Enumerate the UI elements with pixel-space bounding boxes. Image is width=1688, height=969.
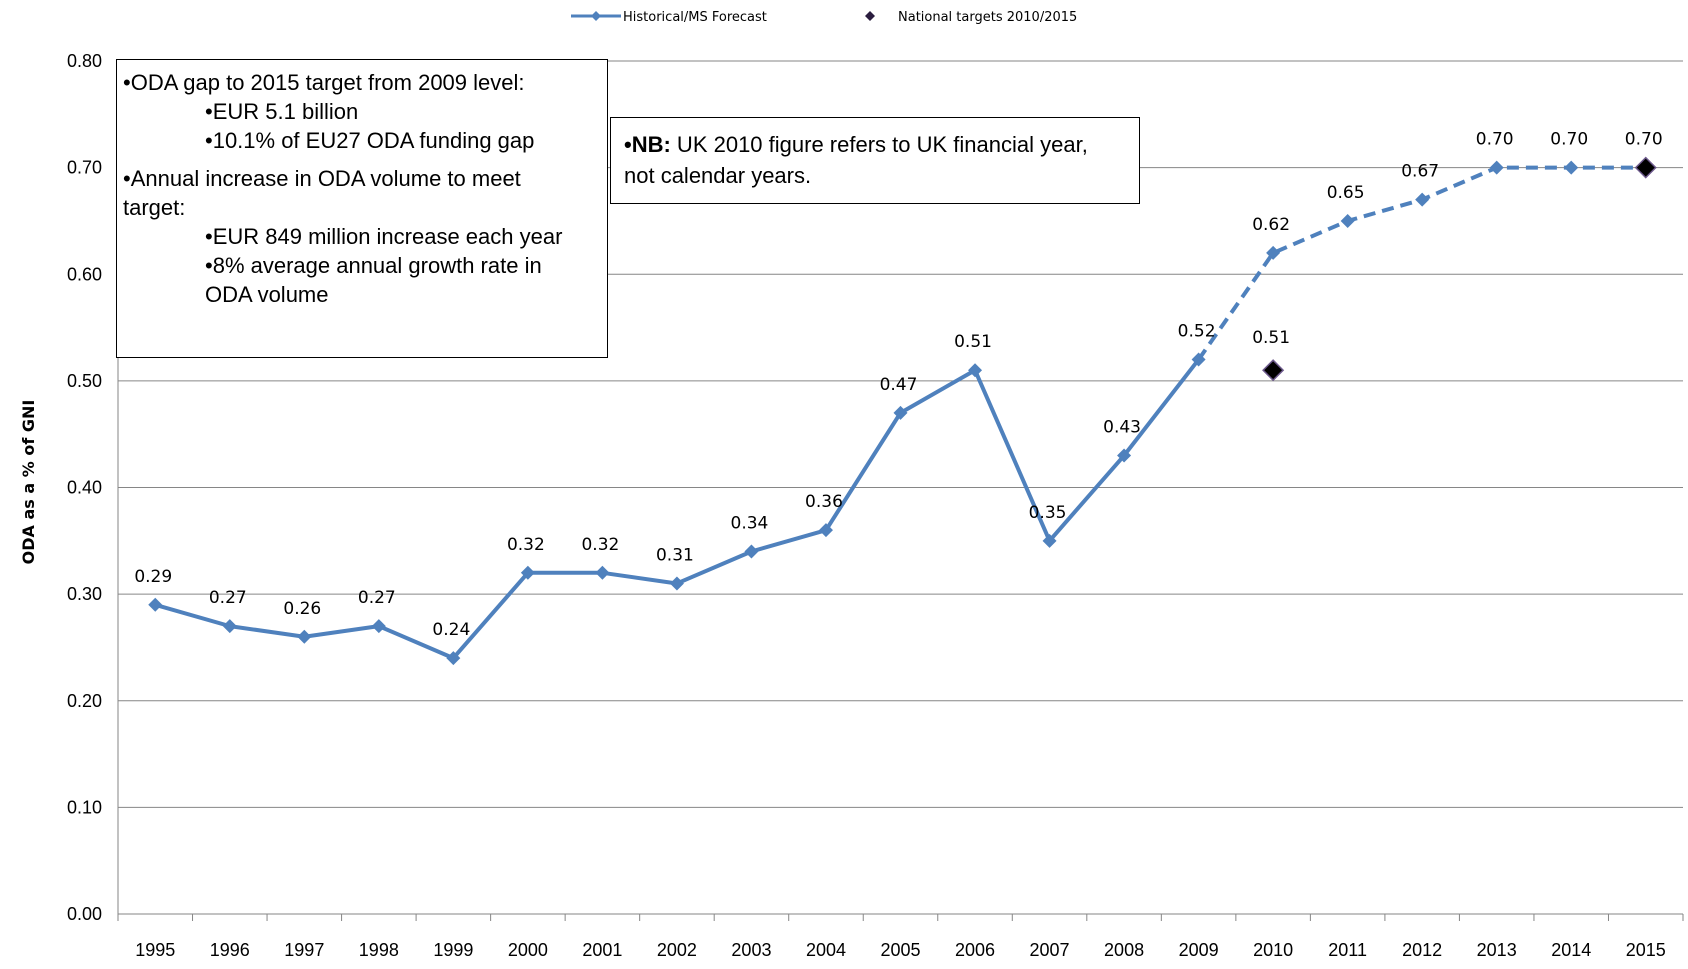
y-tick-label: 0.80 bbox=[67, 51, 102, 71]
data-label: 0.31 bbox=[656, 545, 694, 565]
data-label: 0.29 bbox=[134, 567, 172, 587]
data-label: 0.70 bbox=[1625, 130, 1663, 150]
data-label: 0.24 bbox=[432, 620, 470, 640]
x-tick-label: 2005 bbox=[880, 940, 920, 960]
data-point-marker bbox=[297, 629, 312, 644]
legend-marker-targets bbox=[865, 11, 875, 21]
nb-line-1: •NB: UK 2010 figure refers to UK financi… bbox=[624, 129, 1129, 160]
data-label: 0.47 bbox=[880, 375, 918, 395]
data-label: 0.32 bbox=[507, 535, 545, 555]
y-tick-label: 0.50 bbox=[67, 371, 102, 391]
nb-prefix: •NB: bbox=[624, 132, 671, 157]
x-tick-label: 2013 bbox=[1477, 940, 1517, 960]
gap-line-7: •8% average annual growth rate in bbox=[205, 253, 542, 278]
target-point-marker bbox=[1262, 359, 1285, 382]
data-point-marker bbox=[371, 619, 386, 634]
x-tick-label: 2008 bbox=[1104, 940, 1144, 960]
target-points: 0.51 bbox=[1252, 156, 1657, 382]
y-tick-label: 0.60 bbox=[67, 264, 102, 284]
data-label: 0.27 bbox=[209, 588, 247, 608]
x-tick-label: 2002 bbox=[657, 940, 697, 960]
data-point-marker bbox=[520, 565, 535, 580]
data-label: 0.26 bbox=[283, 599, 321, 619]
legend-marker-historical bbox=[591, 11, 601, 21]
x-tick-label: 1999 bbox=[433, 940, 473, 960]
nb-annotation-box: •NB: UK 2010 figure refers to UK financi… bbox=[610, 117, 1140, 204]
x-tick-label: 2007 bbox=[1030, 940, 1070, 960]
x-tick-labels: 1995 1996 1997 1998 1999 2000 2001 2002 2003 2004… bbox=[135, 940, 1666, 960]
data-point-marker bbox=[968, 363, 983, 378]
gap-line-8: ODA volume bbox=[205, 282, 329, 307]
data-point-marker bbox=[1191, 352, 1206, 367]
legend-label-targets: National targets 2010/2015 bbox=[898, 10, 1077, 25]
x-tick-label: 2010 bbox=[1253, 940, 1293, 960]
series-markers bbox=[148, 160, 1653, 666]
legend-label-historical: Historical/MS Forecast bbox=[623, 10, 767, 25]
data-point-marker bbox=[669, 576, 684, 591]
data-point-marker bbox=[222, 619, 237, 634]
gap-line-5: target: bbox=[123, 195, 186, 220]
legend: Historical/MS Forecast National targets 2… bbox=[571, 10, 1077, 25]
data-point-marker bbox=[595, 565, 610, 580]
gap-line-1: •ODA gap to 2015 target from 2009 level: bbox=[123, 70, 525, 95]
y-tick-label: 0.20 bbox=[67, 691, 102, 711]
data-labels: 0.29 0.27 0.26 0.27 0.24 0.32 0.32 0.31 0.34 0.36… bbox=[134, 130, 1662, 640]
data-label: 0.36 bbox=[805, 492, 843, 512]
gap-line-6: •EUR 849 million increase each year bbox=[205, 224, 563, 249]
target-data-label: 0.51 bbox=[1252, 328, 1290, 348]
data-point-marker bbox=[1489, 160, 1504, 175]
x-tick-label: 2015 bbox=[1626, 940, 1666, 960]
data-label: 0.35 bbox=[1029, 503, 1067, 523]
data-point-marker bbox=[1415, 192, 1430, 207]
nb-line-1-text: UK 2010 figure refers to UK financial ye… bbox=[670, 132, 1088, 157]
x-tick-label: 1998 bbox=[359, 940, 399, 960]
data-point-marker bbox=[893, 405, 908, 420]
y-tick-label: 0.10 bbox=[67, 797, 102, 817]
x-tick-label: 2003 bbox=[731, 940, 771, 960]
nb-line-2: not calendar years. bbox=[624, 163, 812, 188]
x-tick-label: 1995 bbox=[135, 940, 175, 960]
data-point-marker bbox=[1117, 448, 1132, 463]
y-tick-labels: 0.00 0.10 0.20 0.30 0.40 0.50 0.60 0.70 0.80 bbox=[67, 51, 102, 924]
data-point-marker bbox=[148, 597, 163, 612]
x-tick-label: 2011 bbox=[1328, 940, 1367, 960]
data-point-marker bbox=[1564, 160, 1579, 175]
x-tick-label: 2009 bbox=[1179, 940, 1219, 960]
data-point-marker bbox=[818, 523, 833, 538]
y-tick-label: 0.40 bbox=[67, 478, 102, 498]
x-tick-label: 2012 bbox=[1402, 940, 1442, 960]
data-point-marker bbox=[446, 651, 461, 666]
data-point-marker bbox=[1340, 213, 1355, 228]
gap-line-3: •10.1% of EU27 ODA funding gap bbox=[205, 128, 535, 153]
data-label: 0.51 bbox=[954, 332, 992, 352]
gap-line-4: •Annual increase in ODA volume to meet bbox=[123, 166, 521, 191]
gap-line-2: •EUR 5.1 billion bbox=[205, 99, 359, 124]
data-label: 0.70 bbox=[1550, 130, 1588, 150]
data-point-marker bbox=[1266, 245, 1281, 260]
x-tick-label: 1996 bbox=[210, 940, 250, 960]
data-label: 0.27 bbox=[358, 588, 396, 608]
data-label: 0.32 bbox=[581, 535, 619, 555]
data-label: 0.52 bbox=[1178, 322, 1216, 342]
data-label: 0.43 bbox=[1103, 418, 1141, 438]
data-point-marker bbox=[744, 544, 759, 559]
y-axis-title: ODA as a % of GNI bbox=[19, 400, 38, 565]
data-label: 0.65 bbox=[1327, 183, 1365, 203]
data-label: 0.34 bbox=[731, 513, 769, 533]
data-label: 0.62 bbox=[1252, 215, 1290, 235]
x-tick-label: 1997 bbox=[284, 940, 324, 960]
x-tick-label: 2006 bbox=[955, 940, 995, 960]
data-label: 0.70 bbox=[1476, 130, 1514, 150]
x-tick-label: 2000 bbox=[508, 940, 548, 960]
x-tick-label: 2014 bbox=[1551, 940, 1591, 960]
x-tick-label: 2004 bbox=[806, 940, 846, 960]
oda-gap-annotation-box: •ODA gap to 2015 target from 2009 level:… bbox=[116, 59, 608, 358]
data-point-marker bbox=[1042, 533, 1057, 548]
y-tick-label: 0.00 bbox=[67, 904, 102, 924]
x-tick-label: 2001 bbox=[582, 940, 622, 960]
y-tick-label: 0.30 bbox=[67, 584, 102, 604]
y-tick-label: 0.70 bbox=[67, 158, 102, 178]
target-point-marker bbox=[1634, 156, 1657, 179]
data-label: 0.67 bbox=[1401, 162, 1439, 182]
